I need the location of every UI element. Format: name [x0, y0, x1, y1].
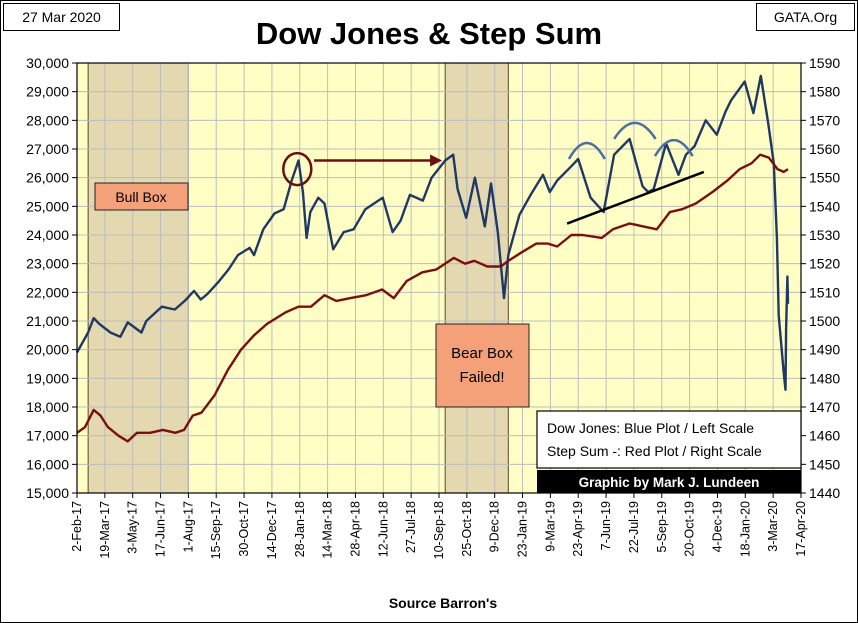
x-tick-label: 1-Aug-17 [181, 501, 195, 552]
right-tick-label: 1460 [809, 428, 840, 444]
x-tick-label: 10-Sep-18 [432, 501, 446, 559]
x-tick-label: 3-May-17 [126, 501, 140, 554]
left-tick-label: 28,000 [26, 112, 69, 128]
right-tick-label: 1510 [809, 284, 840, 300]
left-tick-label: 21,000 [26, 313, 69, 329]
series-line-step-sum [76, 153, 789, 443]
credit-bar [537, 470, 801, 493]
shaded-region-1 [444, 62, 509, 494]
x-tick-label: 23-Jan-19 [516, 501, 530, 557]
left-tick-label: 22,000 [26, 284, 69, 300]
x-tick-label: 22-Jul-19 [627, 501, 641, 553]
x-tick-label: 28-Jan-18 [293, 501, 307, 557]
annotation-circle [282, 151, 313, 187]
source-site-label: GATA.Org [756, 3, 855, 31]
x-tick-label: 17-Apr-20 [794, 501, 808, 557]
annotation-arc-2 [653, 138, 694, 157]
bull-box-label: Bull Box [115, 189, 166, 205]
credit-text: Graphic by Mark J. Lundeen [579, 475, 760, 490]
x-tick-label: 25-Oct-18 [460, 501, 474, 557]
trend-line [566, 170, 705, 225]
shaded-region-0 [87, 62, 189, 494]
x-tick-label: 20-Oct-19 [683, 501, 697, 557]
annotations [282, 121, 705, 225]
x-tick-label: 19-Mar-17 [98, 501, 112, 559]
left-tick-label: 30,000 [26, 55, 69, 71]
x-tick-label: 14-Dec-17 [265, 501, 279, 559]
x-tick-label: 17-Jun-17 [154, 501, 168, 557]
x-tick-label: 28-Apr-18 [348, 501, 362, 557]
left-tick-label: 20,000 [26, 342, 69, 358]
left-tick-label: 27,000 [26, 141, 69, 157]
left-tick-label: 17,000 [26, 428, 69, 444]
x-tick-label: 7-Jun-19 [599, 501, 613, 550]
legend-rect [536, 410, 802, 469]
x-tick-label: 9-Mar-19 [543, 501, 557, 552]
right-tick-label: 1590 [809, 55, 840, 71]
x-tick-label: 3-Mar-20 [766, 501, 780, 552]
annotation-arc-0 [567, 141, 606, 160]
chart-title: Dow Jones & Step Sum [255, 16, 603, 51]
left-tick-label: 23,000 [26, 256, 69, 272]
region-labels: Bull Box Bear Box Failed! [94, 182, 530, 408]
annotation-arc-1 [613, 121, 657, 140]
x-tick-label: 5-Sep-19 [655, 501, 669, 552]
bear-box-label-line1: Bear Box [451, 345, 513, 362]
x-tick-label: 23-Apr-19 [571, 501, 585, 557]
right-tick-label: 1540 [809, 198, 840, 214]
left-tick-label: 26,000 [26, 170, 69, 186]
right-tick-label: 1470 [809, 399, 840, 415]
x-tick-label: 15-Sep-17 [209, 501, 223, 559]
legend-line-dow-jones: Dow Jones: Blue Plot / Left Scale [547, 420, 754, 436]
annotation-arrow-head [430, 154, 443, 167]
date-label: 27 Mar 2020 [3, 3, 120, 31]
series-line-dow-jones [75, 74, 790, 391]
right-tick-label: 1550 [809, 170, 840, 186]
left-tick-label: 24,000 [26, 227, 69, 243]
x-tick-label: 2-Feb-17 [70, 501, 84, 552]
legend-line-step-sum: Step Sum -: Red Plot / Right Scale [547, 443, 762, 459]
right-tick-label: 1560 [809, 141, 840, 157]
right-tick-label: 1490 [809, 342, 840, 358]
legend-box: Dow Jones: Blue Plot / Left Scale Step S… [536, 410, 802, 493]
right-tick-label: 1480 [809, 370, 840, 386]
x-tick-label: 12-Jun-18 [376, 501, 390, 557]
x-tick-label: 14-Mar-18 [321, 501, 335, 559]
bull-box-label-bg [94, 182, 189, 211]
left-tick-label: 29,000 [26, 84, 69, 100]
right-tick-label: 1520 [809, 256, 840, 272]
series-lines [75, 74, 790, 443]
right-tick-label: 1500 [809, 313, 840, 329]
x-tick-label: 4-Dec-19 [710, 501, 724, 552]
right-tick-label: 1530 [809, 227, 840, 243]
left-tick-label: 16,000 [26, 456, 69, 472]
right-tick-label: 1440 [809, 485, 840, 501]
x-tick-label: 9-Dec-18 [488, 501, 502, 552]
x-tick-label: 18-Jan-20 [738, 501, 752, 557]
x-tick-label: 30-Oct-17 [237, 501, 251, 557]
x-axis-label: Source Barron's [389, 595, 498, 611]
left-tick-label: 18,000 [26, 399, 69, 415]
bear-box-label-line2: Failed! [459, 369, 504, 386]
left-tick-label: 19,000 [26, 370, 69, 386]
left-tick-label: 15,000 [26, 485, 69, 501]
bear-box-label-bg [435, 323, 530, 408]
axes: 15,000 16,000 17,000 18,000 19,000 20,000 21,0… [26, 55, 840, 559]
right-tick-label: 1450 [809, 456, 840, 472]
right-tick-label: 1570 [809, 112, 840, 128]
x-tick-label: 27-Jul-18 [404, 501, 418, 553]
right-tick-label: 1580 [809, 84, 840, 100]
left-tick-label: 25,000 [26, 198, 69, 214]
